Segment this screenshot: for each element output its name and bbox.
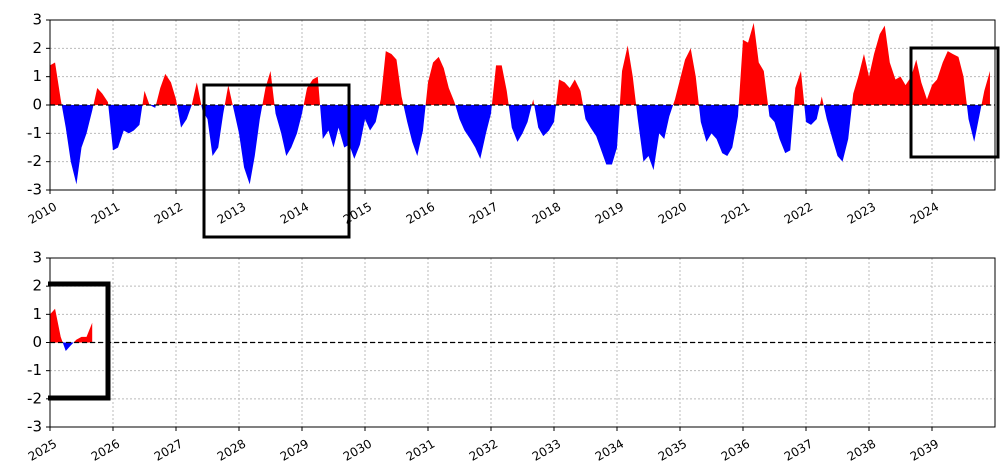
x-tick-label: 2033: [530, 437, 563, 464]
x-tick-label: 2014: [278, 200, 311, 227]
x-tick-label: 2016: [404, 200, 437, 227]
x-tick-label: 2026: [89, 437, 122, 464]
y-tick-label: 3: [32, 11, 42, 29]
y-tick-label: -1: [27, 124, 42, 142]
plot-frame: [49, 257, 996, 428]
area-neg: [50, 105, 990, 185]
x-tick-label: 2038: [845, 437, 878, 464]
y-tick-label: 2: [32, 39, 42, 57]
area-pos: [50, 22, 990, 105]
x-tick-label: 2010: [26, 200, 59, 227]
x-tick-label: 2031: [404, 437, 437, 464]
y-tick-label: 2: [32, 277, 42, 295]
x-tick-label: 2022: [782, 200, 815, 227]
x-tick-label: 2017: [467, 200, 500, 227]
x-tick-label: 2032: [467, 437, 500, 464]
x-tick-label: 2024: [908, 200, 941, 227]
x-tick-label: 2013: [215, 200, 248, 227]
x-tick-label: 2027: [152, 437, 185, 464]
y-tick-label: 3: [32, 249, 42, 267]
y-tick-label: -3: [27, 418, 42, 436]
highlight-box: [48, 281, 111, 401]
y-tick-label: 0: [32, 333, 42, 351]
x-tick-label: 2039: [908, 437, 941, 464]
x-tick-label: 2025: [26, 437, 59, 464]
x-tick-label: 2018: [530, 200, 563, 227]
x-tick-label: 2030: [341, 437, 374, 464]
x-tick-label: 2036: [719, 437, 752, 464]
x-tick-label: 2021: [719, 200, 752, 227]
x-tick-label: 2029: [278, 437, 311, 464]
y-tick-label: 1: [32, 305, 42, 323]
highlight-box: [909, 46, 1000, 159]
x-tick-label: 2015: [341, 200, 374, 227]
area-neg: [50, 342, 93, 351]
x-tick-label: 2028: [215, 437, 248, 464]
x-tick-label: 2019: [593, 200, 626, 227]
y-tick-label: -1: [27, 361, 42, 379]
x-tick-label: 2023: [845, 200, 878, 227]
y-tick-label: 0: [32, 96, 42, 114]
plot-frame: [49, 19, 996, 191]
y-tick-label: -3: [27, 181, 42, 199]
x-tick-label: 2020: [656, 200, 689, 227]
x-tick-label: 2037: [782, 437, 815, 464]
x-tick-label: 2035: [656, 437, 689, 464]
y-tick-label: -2: [27, 389, 42, 407]
y-tick-label: 1: [32, 67, 42, 85]
x-tick-label: 2012: [152, 200, 185, 227]
y-tick-label: -2: [27, 152, 42, 170]
area-pos: [50, 308, 93, 343]
highlight-box: [202, 83, 351, 239]
x-tick-label: 2034: [593, 437, 626, 464]
x-tick-label: 2011: [89, 200, 122, 227]
